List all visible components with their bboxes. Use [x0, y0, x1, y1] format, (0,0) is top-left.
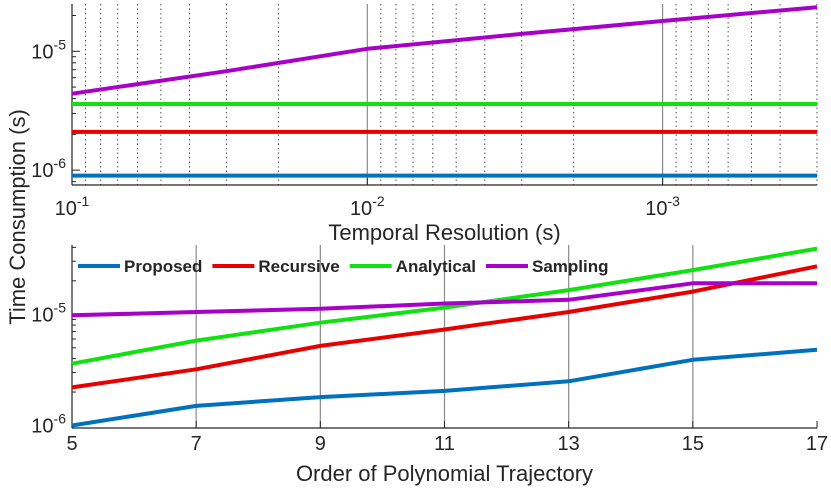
legend-label-proposed: Proposed — [124, 257, 202, 276]
legend-label-analytical: Analytical — [396, 257, 476, 276]
legend-label-recursive: Recursive — [258, 257, 339, 276]
x-tick-label: 13 — [558, 433, 580, 455]
x-tick-label: 10-3 — [645, 193, 680, 220]
series-line-proposed — [71, 347, 818, 428]
y-axis-title: Time Consumption (s) — [5, 109, 30, 325]
y-tick-label: 10-5 — [31, 299, 66, 326]
x-axis-title: Temporal Resolution (s) — [328, 220, 560, 245]
bottom-panel-polynomial-order: 10-6 10-5 5 7 9 11 13 15 17 Order of Polynomial T… — [31, 245, 828, 486]
x-tick-label: 7 — [191, 433, 202, 455]
x-tick-label: 5 — [66, 433, 77, 455]
series-line-recursive — [71, 264, 818, 390]
x-tick-label: 15 — [682, 433, 704, 455]
x-tick-label: 17 — [806, 433, 828, 455]
series-line-sampling — [71, 5, 818, 96]
grid — [85, 4, 818, 185]
y-tick-label: 10-5 — [31, 36, 66, 63]
x-axis-title: Order of Polynomial Trajectory — [296, 461, 593, 486]
legend-label-sampling: Sampling — [532, 257, 609, 276]
y-tick-label: 10-6 — [31, 411, 66, 438]
series-line-analytical — [71, 246, 818, 366]
legend: Proposed Recursive Analytical Sampling — [78, 257, 609, 276]
top-panel-temporal-resolution: 10-6 10-5 10-1 10-2 10-3 Temporal Resolution … — [31, 4, 818, 245]
x-tick-label: 10-1 — [55, 193, 90, 220]
x-tick-label: 10-2 — [350, 193, 385, 220]
series-line-sampling — [71, 281, 817, 318]
x-tick-label: 11 — [434, 433, 455, 455]
x-tick-label: 9 — [315, 433, 326, 455]
y-tick-label: 10-6 — [31, 155, 66, 182]
